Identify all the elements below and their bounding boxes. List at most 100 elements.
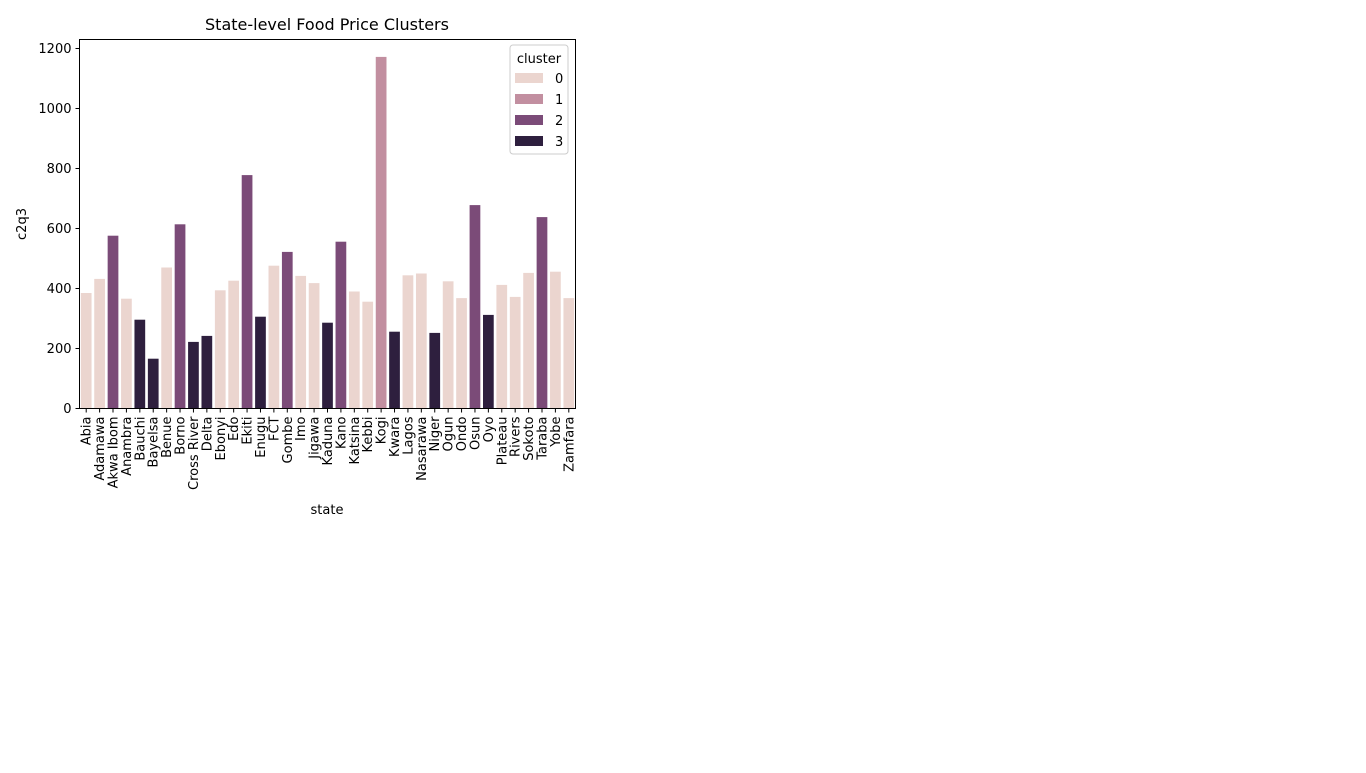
x-tick-label: Benue [160,417,175,458]
y-axis-label: c2q3 [15,208,30,240]
bar-fct [268,265,280,409]
x-tick-label: Yobe [549,417,564,448]
bar-imo [295,275,307,409]
bar-ondo [456,298,467,409]
x-tick-label: Niger [428,416,443,452]
bar-bayelsa [147,358,159,409]
x-tick-label: Ogun [442,417,457,452]
x-tick-label: Osun [468,417,483,450]
x-tick-label: Kaduna [321,417,336,466]
x-tick-label: Plateau [495,417,510,466]
bar-edo [228,280,240,409]
x-tick-label: Bayelsa [147,417,162,468]
x-tick-label: Jigawa [308,417,323,460]
legend: cluster 0 1 2 3 [509,44,569,155]
bar-akwa-ibom [107,235,119,409]
x-tick-label: Taraba [535,417,550,461]
bar-plateau [496,284,508,409]
bar-bauchi [134,319,146,409]
x-tick-label: Zamfara [562,417,577,472]
legend-label-0: 0 [555,72,563,87]
x-tick-label: Lagos [401,416,416,454]
bar-kebbi [362,301,374,409]
x-tick-label: Kwara [388,417,403,457]
x-tick-label: Imo [294,416,309,440]
bar-oyo [483,314,494,409]
y-tick-label: 1200 [38,42,71,57]
x-tick-label: Kebbi [361,417,376,453]
x-tick-label: Ondo [455,416,470,451]
x-tick-label: Kano [334,416,349,449]
x-tick-label: Abia [80,417,95,446]
bar-nasarawa [415,273,427,409]
x-tick-label: Enugu [254,417,269,458]
x-tick-label: Anambra [120,417,135,476]
legend-swatch-3 [515,136,543,146]
bar-borno [174,224,186,409]
x-tick-label: FCT [267,416,282,441]
x-tick-label: Akwa Ibom [107,417,122,489]
x-tick-label: Adamawa [93,417,108,481]
x-tick-label: Katsina [348,417,363,465]
legend-label-1: 1 [555,93,563,108]
bar-anambra [121,298,132,409]
bar-katsina [348,291,360,409]
bar-yobe [550,271,561,409]
bar-niger [429,332,441,409]
bar-taraba [536,217,548,409]
bar-sokoto [523,272,534,409]
bar-kano [335,241,347,409]
chart-title: State-level Food Price Clusters [205,15,449,34]
x-tick-label: Ebonyi [214,417,229,461]
x-tick-label: Rivers [509,416,524,457]
legend-label-2: 2 [555,114,563,129]
legend-swatch-1 [515,94,543,104]
bar-rivers [509,296,521,409]
x-tick-label: Oyo [482,416,497,442]
bar-kaduna [322,322,333,409]
x-tick-label: Edo [227,416,242,440]
x-tick-label: Gombe [281,417,296,464]
legend-swatch-2 [515,115,543,125]
bar-delta [201,335,213,409]
x-tick-label: Nasarawa [415,417,430,481]
bar-ekiti [241,175,253,409]
bar-lagos [402,275,414,409]
legend-entries: 0 1 2 3 [515,72,563,150]
bar-osun [469,205,481,409]
x-tick-label: Kogi [375,417,390,445]
bar-benue [161,267,172,409]
bar-zamfara [563,298,575,409]
y-tick-label: 600 [47,222,72,237]
x-tick-label: Bauchi [133,417,148,461]
legend-title: cluster [517,52,562,67]
y-tick-label: 200 [47,342,72,357]
bar-adamawa [94,278,105,409]
y-tick-label: 1000 [38,102,71,117]
x-tick-label: Borno [174,416,189,454]
y-axis-ticks: 0 200 400 600 800 1000 1200 [38,42,80,417]
bars-group [80,56,575,409]
x-tick-label: Sokoto [522,416,537,460]
bar-gombe [281,251,293,409]
x-axis-label: state [311,503,344,518]
x-tick-label: Cross River [187,416,202,490]
bar-enugu [255,316,266,409]
y-tick-label: 800 [47,162,72,177]
y-tick-label: 0 [63,402,71,417]
bar-kogi [375,56,387,409]
bar-cross-river [188,341,199,409]
plot-frame [79,39,576,409]
bar-abia [80,293,92,409]
bar-kwara [389,331,400,409]
legend-swatch-0 [515,73,543,83]
bar-ebonyi [214,290,226,409]
y-tick-label: 400 [47,282,72,297]
bar-ogun [442,281,454,409]
x-tick-label: Delta [200,417,215,452]
legend-label-3: 3 [555,135,563,150]
bar-jigawa [308,283,320,409]
